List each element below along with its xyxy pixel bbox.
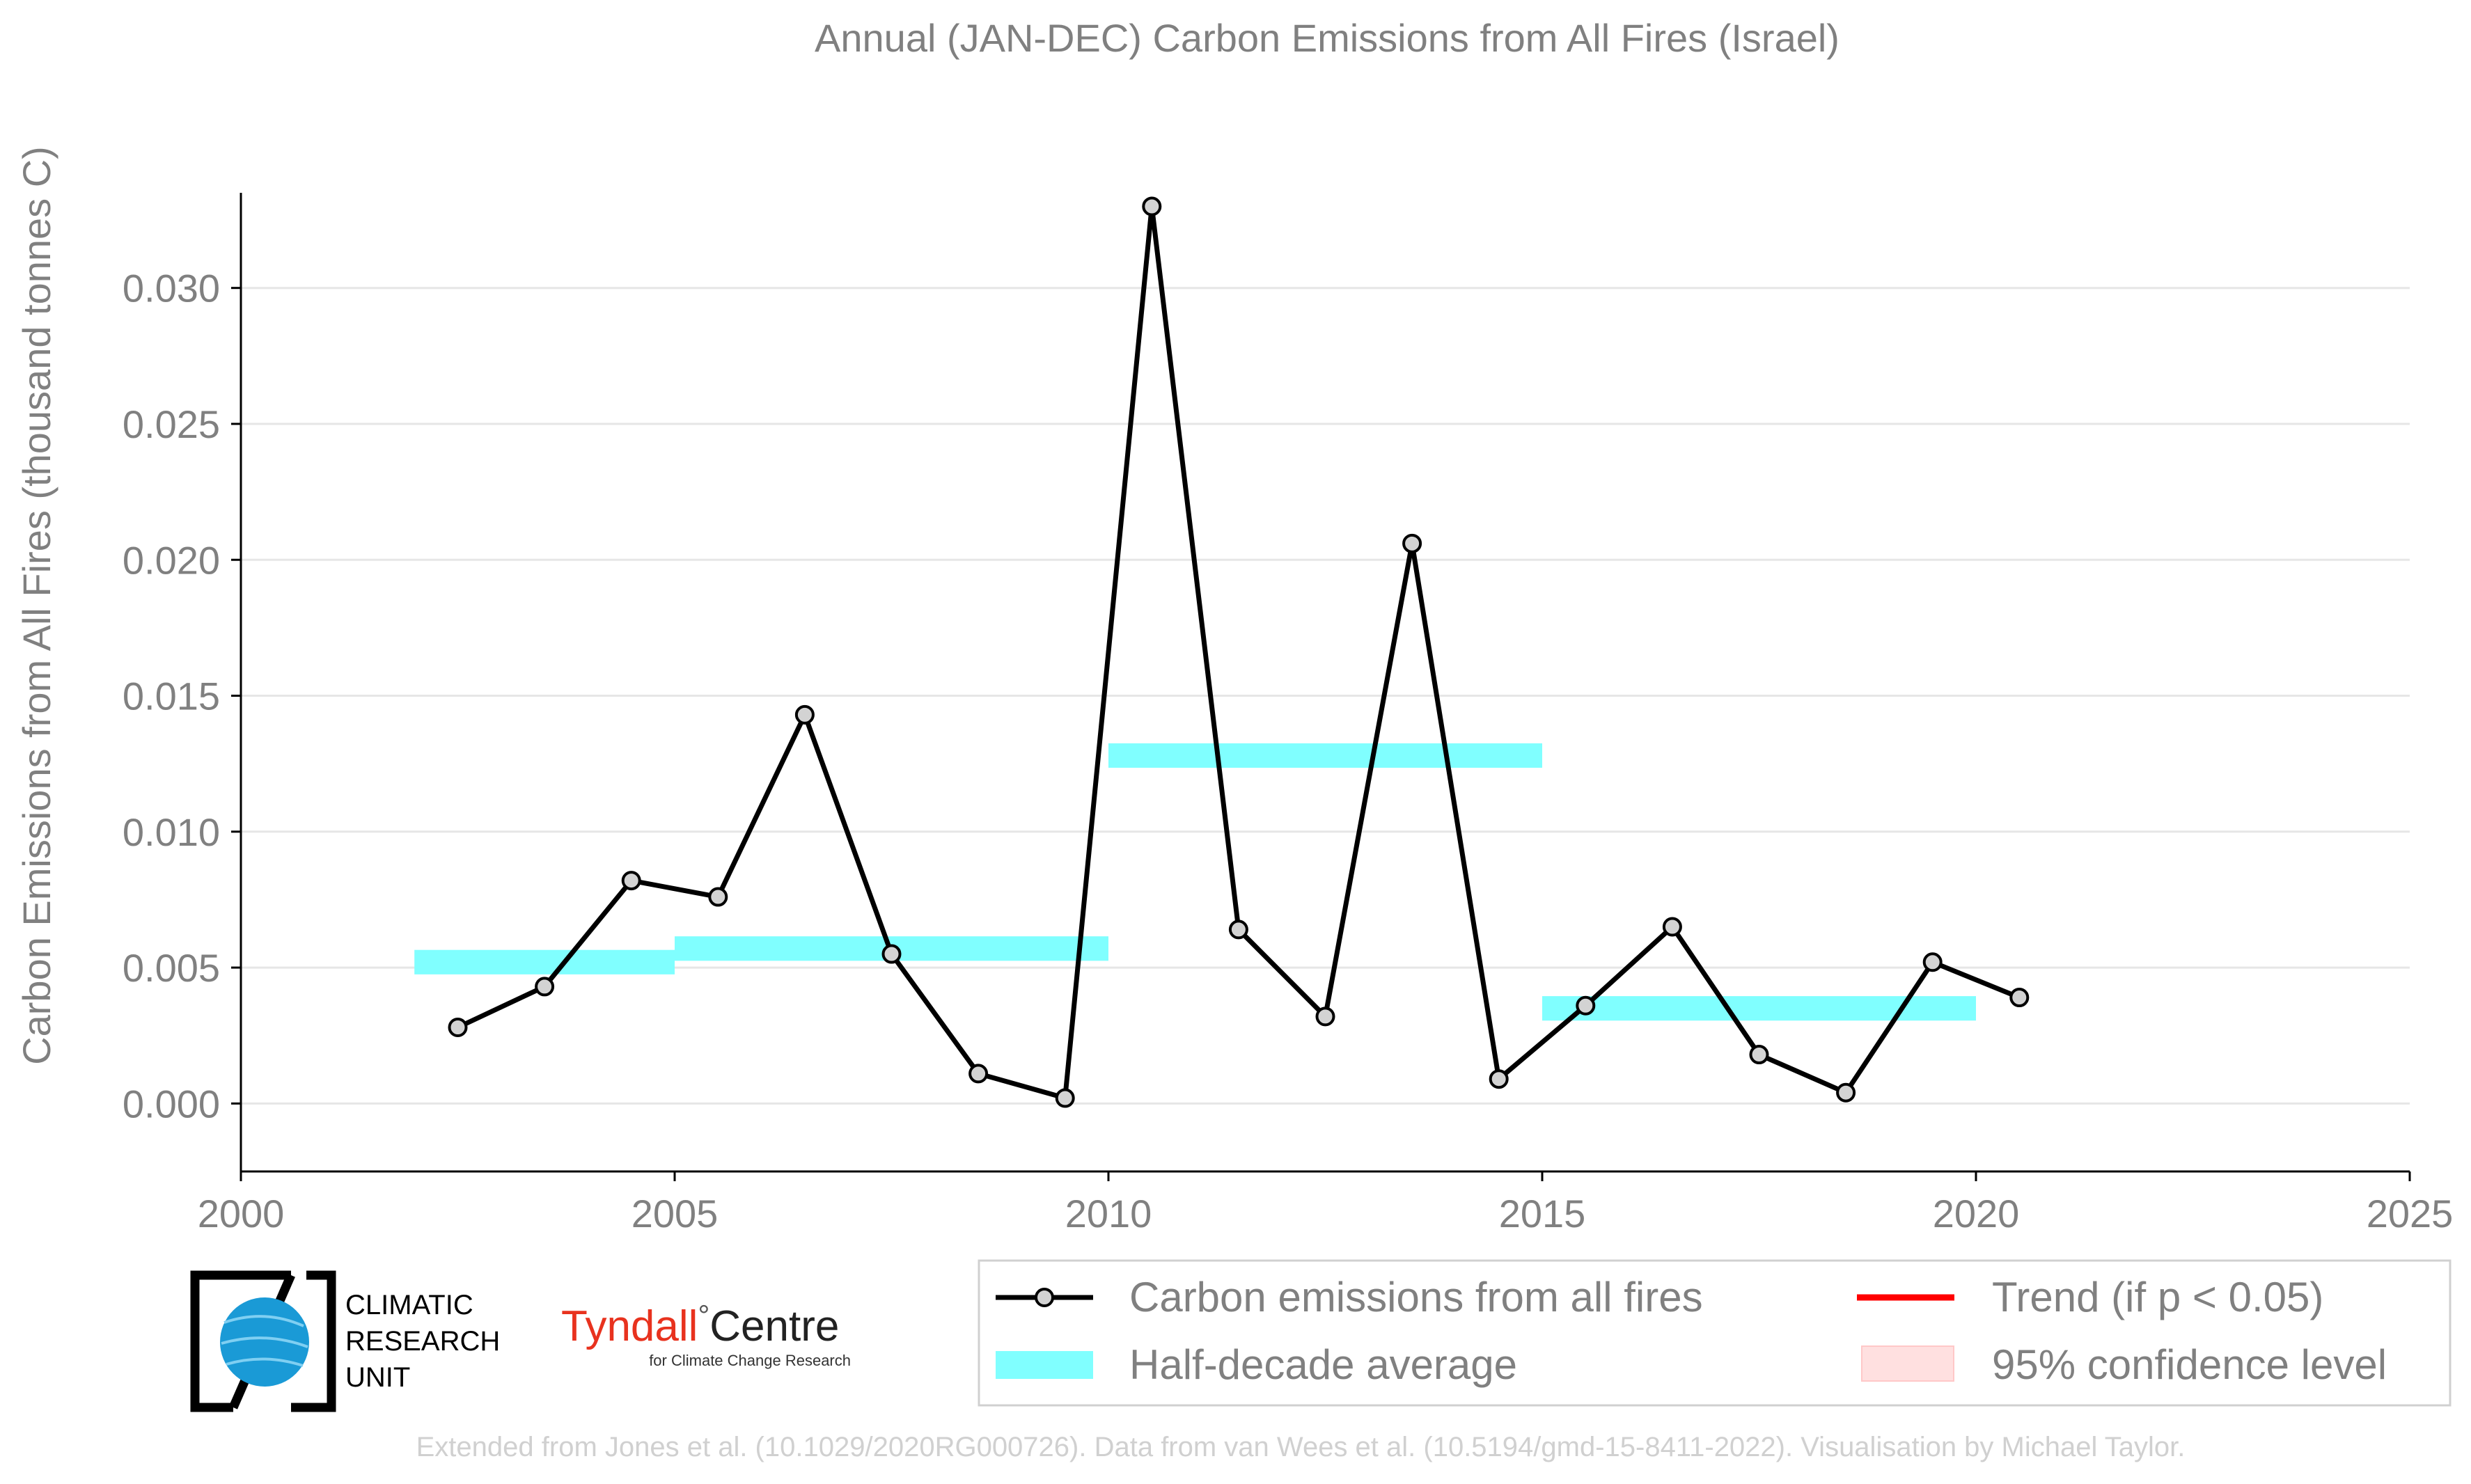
data-point [448,1018,468,1038]
emissions-series-line [457,204,2021,1100]
legend-band-swatch [996,1351,1093,1379]
y-tick-label: 0.000 [123,1082,220,1126]
tyndall-wordmark: Tyndall°Centre [561,1299,839,1350]
y-tick-label: 0.030 [123,267,220,310]
x-tick-label: 2025 [2367,1192,2454,1236]
legend-label-half-decade: Half-decade average [1129,1341,1517,1388]
grid-lines [241,287,2410,1105]
x-ticks: 2000 2005 2010 2015 2020 2025 [198,1171,2454,1236]
data-point [1315,1007,1335,1027]
x-tick-label: 2005 [632,1192,719,1236]
emissions-points [448,196,2030,1108]
cru-logo-bracket-right [291,1270,336,1412]
cru-text-line2: RESEARCH [345,1326,500,1357]
half-decade-band [414,949,675,974]
x-tick-label: 2015 [1499,1192,1586,1236]
data-point [1662,917,1682,937]
data-point [1402,533,1422,553]
data-point [621,871,641,891]
data-point [1922,952,1943,972]
data-point [1489,1069,1509,1089]
legend-label-emissions: Carbon emissions from all fires [1129,1274,1703,1320]
half-decade-band [1108,743,1542,768]
y-tick-label: 0.020 [123,538,220,582]
axes [240,193,2410,1173]
tyndall-subtitle: for Climate Change Research [649,1352,851,1369]
footer-credit: Extended from Jones et al. (10.1029/2020… [416,1432,2186,1462]
y-tick-label: 0.005 [123,946,220,990]
tyndall-logo: Tyndall°Centre for Climate Change Resear… [561,1299,851,1369]
chart-title: Annual (JAN-DEC) Carbon Emissions from A… [815,16,1839,60]
data-point [708,887,728,907]
legend-label-trend: Trend (if p < 0.05) [1992,1274,2323,1320]
legend-frame [978,1259,2452,1407]
half-decade-bands [414,743,1976,1021]
data-point [794,704,815,725]
cru-logo: CLIMATIC RESEARCH UNIT [190,1270,500,1412]
y-tick-label: 0.025 [123,402,220,446]
data-point [1576,995,1596,1016]
legend: Carbon emissions from all fires Trend (i… [978,1259,2452,1407]
half-decade-band [1542,996,1976,1021]
y-ticks: 0.000 0.005 0.010 0.015 0.020 0.025 0.030 [123,267,241,1126]
legend-marker-swatch [1035,1288,1054,1307]
x-tick-label: 2020 [1933,1192,2020,1236]
cru-text-line3: UNIT [345,1362,410,1393]
data-point [1228,919,1248,940]
globe-lines-icon [221,1315,308,1367]
y-axis-label: Carbon Emissions from All Fires (thousan… [15,146,58,1065]
data-point [535,977,555,997]
y-tick-label: 0.015 [123,674,220,718]
y-tick-label: 0.010 [123,810,220,854]
emissions-line [457,204,2021,1100]
data-point [1142,196,1162,216]
data-point [881,944,902,964]
data-point [1836,1082,1856,1103]
data-point [1055,1088,1075,1108]
x-tick-label: 2010 [1065,1192,1152,1236]
cru-text-line1: CLIMATIC [345,1290,473,1320]
legend-label-confidence: 95% confidence level [1992,1341,2387,1388]
x-tick-label: 2000 [198,1192,285,1236]
data-point [1749,1045,1769,1065]
data-point [2009,988,2030,1008]
legend-confidence-swatch [1861,1345,1954,1382]
data-point [968,1064,989,1084]
cru-logo-bracket-left [190,1270,291,1412]
